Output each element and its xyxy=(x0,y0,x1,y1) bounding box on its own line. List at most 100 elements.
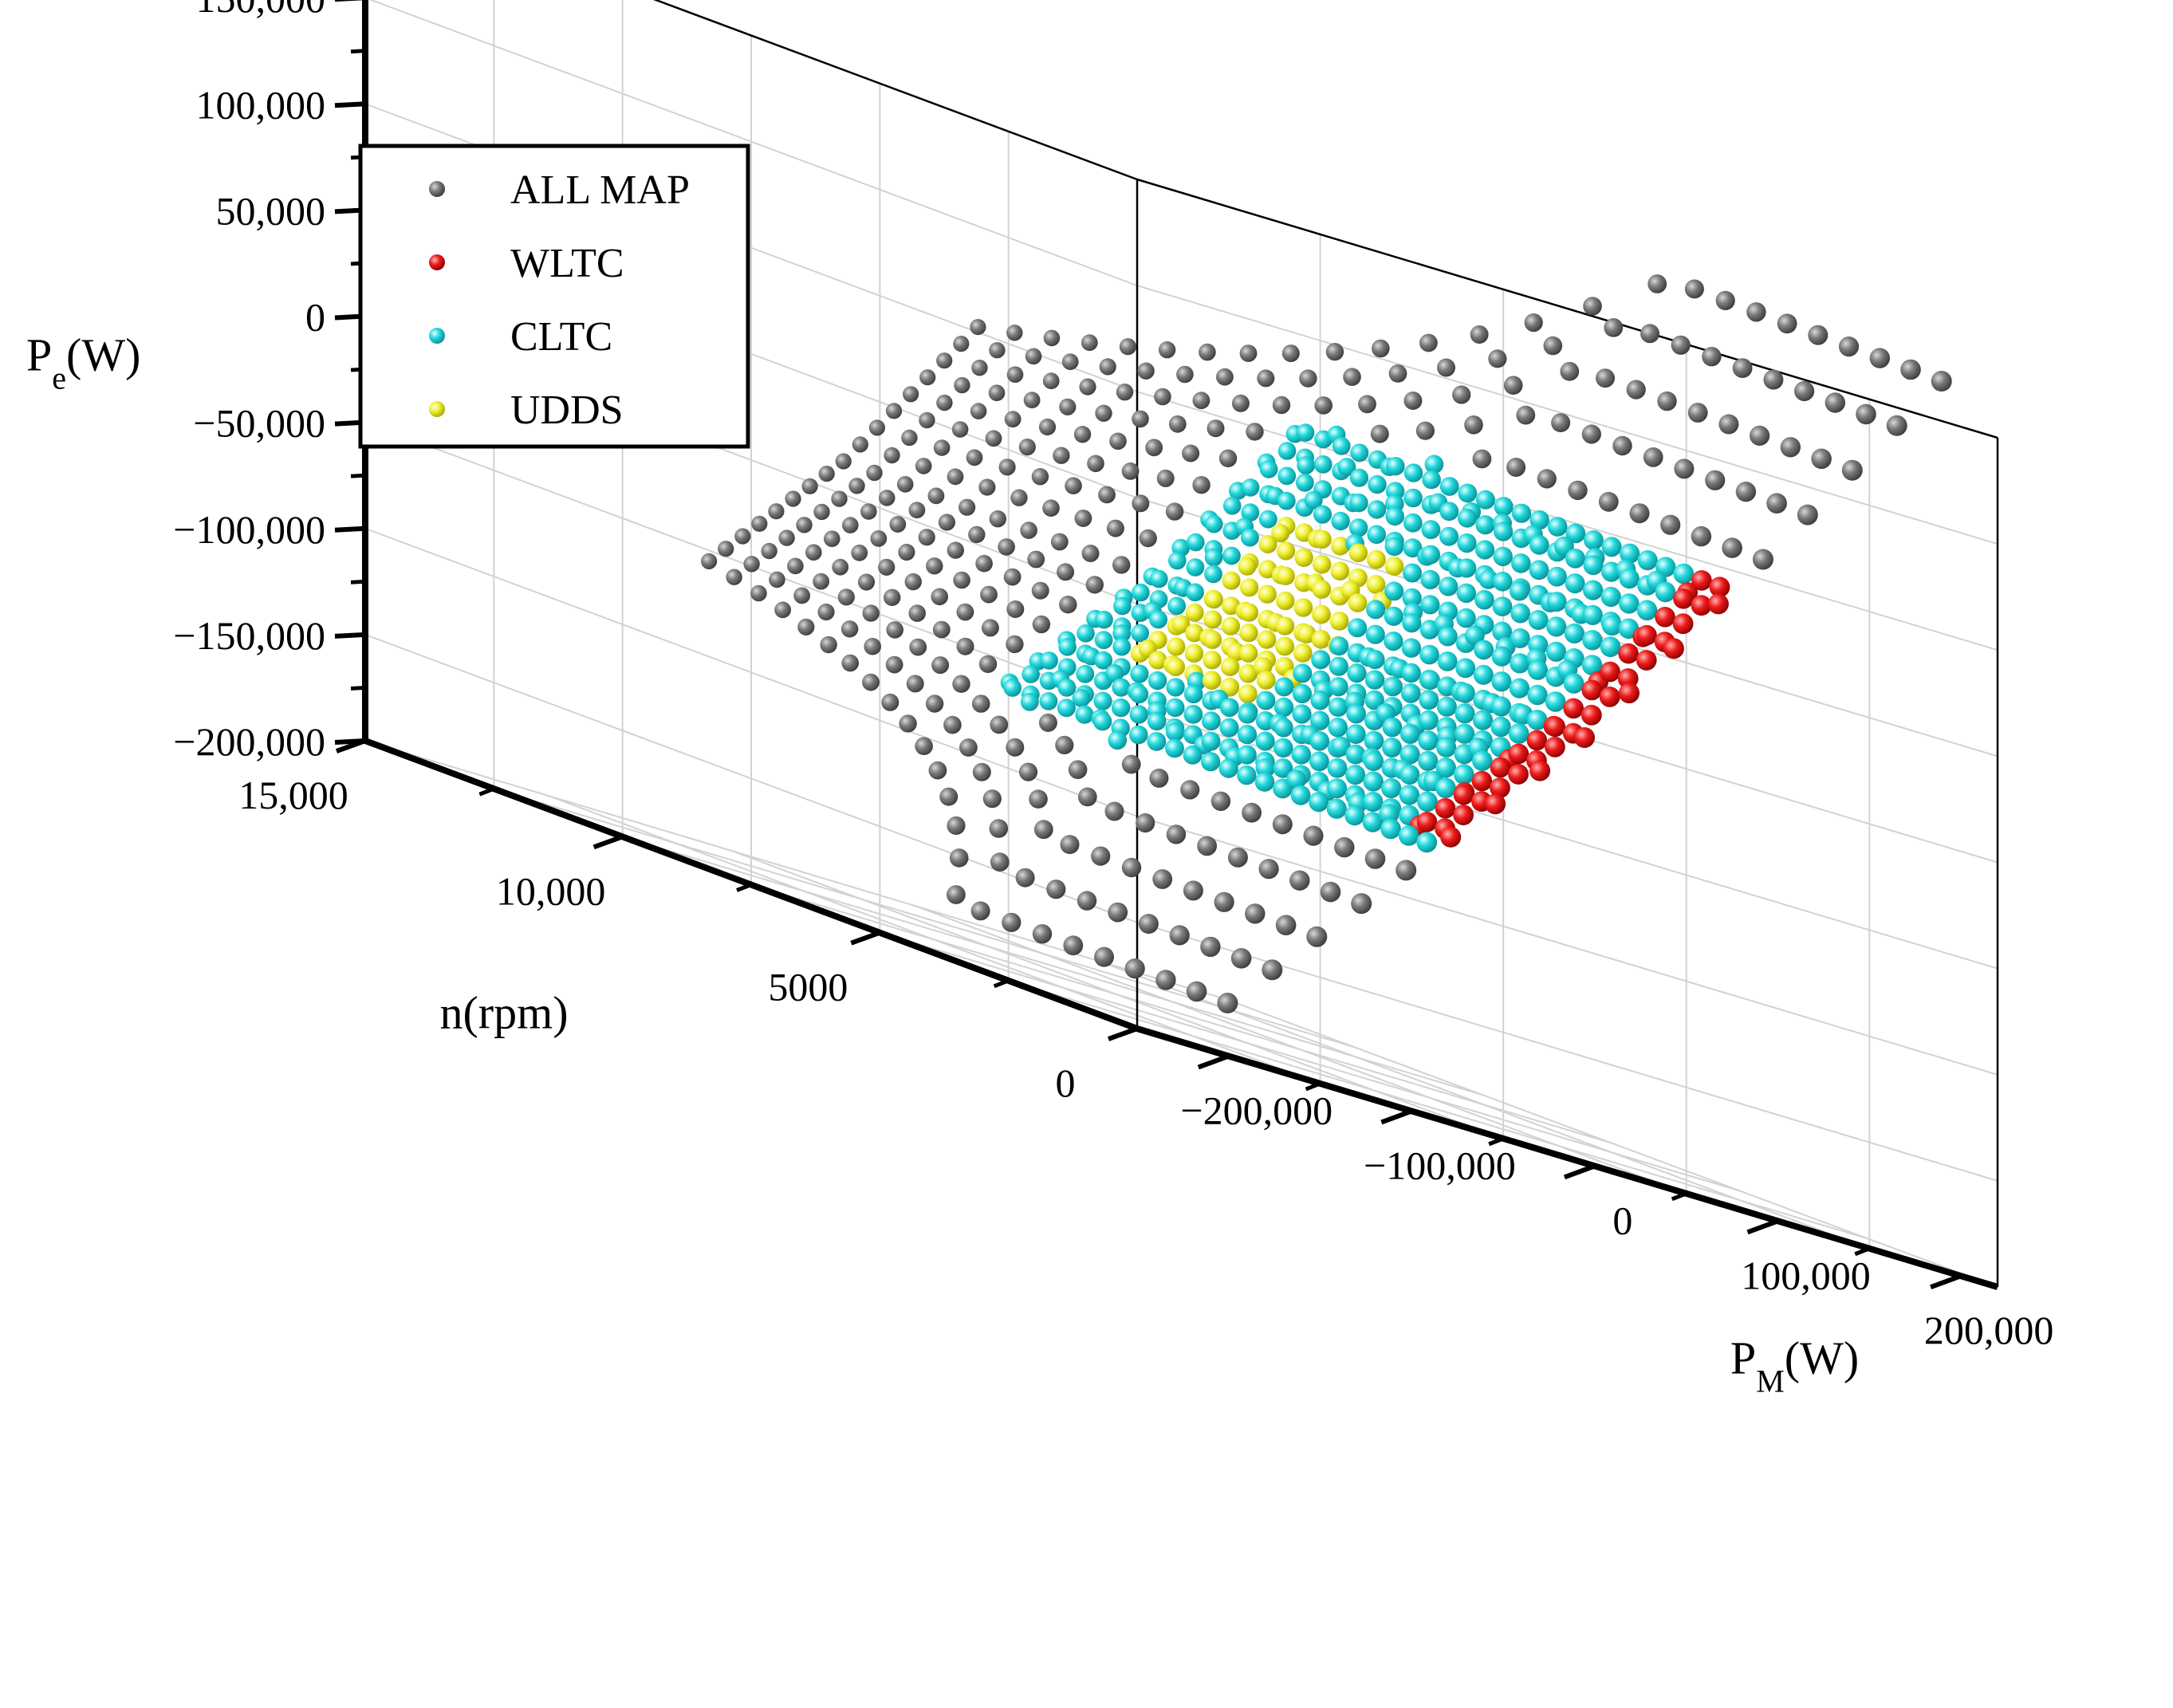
pm-minor-tick xyxy=(1854,1246,1871,1257)
point-all-map xyxy=(1372,339,1390,358)
pe-tick-label: 100,000 xyxy=(196,82,326,127)
point-udds xyxy=(1222,571,1241,590)
point-wltc xyxy=(1416,812,1438,832)
point-cltc xyxy=(1204,565,1222,584)
point-all-map xyxy=(989,342,1006,359)
point-cltc xyxy=(1546,616,1567,637)
point-cltc xyxy=(1529,560,1549,580)
point-all-map xyxy=(1246,423,1264,441)
point-cltc xyxy=(1222,546,1241,565)
point-all-map xyxy=(1506,458,1526,477)
point-udds xyxy=(1238,557,1257,576)
point-cltc xyxy=(1093,691,1112,710)
point-all-map xyxy=(1503,376,1523,396)
point-all-map xyxy=(1059,398,1077,415)
point-cltc xyxy=(1309,792,1329,813)
point-all-map xyxy=(1364,848,1386,869)
point-cltc xyxy=(1166,678,1185,697)
point-cltc xyxy=(1277,491,1296,510)
point-all-map xyxy=(1132,494,1150,513)
point-cltc xyxy=(1439,502,1459,521)
point-all-map xyxy=(919,369,936,386)
point-all-map xyxy=(903,386,919,403)
point-all-map xyxy=(1674,458,1695,479)
point-cltc xyxy=(1108,730,1128,750)
point-all-map xyxy=(1183,880,1203,901)
point-cltc xyxy=(1366,600,1386,620)
point-cltc xyxy=(1367,500,1387,519)
pm-tick xyxy=(1746,1218,1779,1235)
point-cltc xyxy=(1273,697,1294,718)
pe-tick-label: −50,000 xyxy=(193,401,325,446)
point-cltc xyxy=(1132,583,1150,602)
point-all-map xyxy=(1691,525,1712,547)
point-cltc xyxy=(1490,716,1511,738)
point-cltc xyxy=(1329,656,1348,676)
point-cltc xyxy=(1147,732,1167,751)
point-all-map xyxy=(1077,787,1097,807)
point-cltc xyxy=(1529,535,1549,555)
point-all-map xyxy=(1033,820,1053,840)
point-cltc xyxy=(1620,543,1640,564)
point-all-map xyxy=(954,376,970,394)
point-all-map xyxy=(1841,459,1863,481)
point-cltc xyxy=(1349,493,1368,513)
n-minor-tick xyxy=(993,978,1010,989)
point-all-map xyxy=(932,620,951,639)
point-all-map xyxy=(1794,380,1815,402)
point-cltc xyxy=(1105,664,1124,683)
point-all-map xyxy=(1856,403,1876,425)
point-cltc xyxy=(1474,640,1494,660)
point-wltc xyxy=(1581,704,1602,726)
n-tick xyxy=(335,738,367,754)
point-cltc xyxy=(1130,664,1149,683)
point-all-map xyxy=(1025,348,1042,365)
point-all-map xyxy=(1077,891,1097,911)
point-cltc xyxy=(1421,545,1440,565)
point-all-map xyxy=(956,603,974,621)
point-cltc xyxy=(1020,692,1039,711)
point-all-map xyxy=(904,573,922,591)
point-all-map xyxy=(1900,359,1921,380)
point-all-map xyxy=(1087,455,1104,473)
point-cltc xyxy=(1258,510,1277,529)
point-cltc xyxy=(1403,563,1422,583)
point-cltc xyxy=(1348,618,1368,638)
n-minor-tick xyxy=(736,883,752,892)
point-all-map xyxy=(1516,405,1536,425)
point-all-map xyxy=(1217,992,1238,1013)
point-cltc xyxy=(1510,628,1530,648)
point-cltc xyxy=(1528,610,1549,630)
point-cltc xyxy=(1565,573,1585,594)
point-cltc xyxy=(1384,581,1404,601)
point-all-map xyxy=(1055,735,1074,755)
point-cltc xyxy=(1510,603,1530,624)
point-all-map xyxy=(1018,762,1038,781)
point-all-map xyxy=(978,655,998,673)
point-cltc xyxy=(1438,626,1458,647)
point-cltc xyxy=(1057,699,1076,718)
point-all-map xyxy=(1042,499,1060,517)
point-cltc xyxy=(1583,580,1604,600)
point-cltc xyxy=(1384,537,1404,557)
point-all-map xyxy=(927,487,945,505)
point-cltc xyxy=(1458,483,1478,503)
point-all-map xyxy=(1766,493,1787,514)
grid-line xyxy=(364,740,1226,1000)
n-tick xyxy=(850,930,881,946)
point-all-map xyxy=(1303,825,1324,846)
point-udds xyxy=(1312,604,1331,624)
point-all-map xyxy=(1027,550,1045,569)
point-cltc xyxy=(1309,751,1329,772)
point-all-map xyxy=(966,449,983,466)
point-all-map xyxy=(915,458,932,474)
point-cltc xyxy=(1346,703,1366,724)
point-all-map xyxy=(1061,353,1079,371)
point-all-map xyxy=(1214,891,1234,912)
point-udds xyxy=(1203,630,1222,649)
point-all-map xyxy=(886,621,903,639)
point-cltc xyxy=(1259,460,1278,478)
point-cltc xyxy=(1399,785,1420,805)
point-cltc xyxy=(1362,812,1384,832)
point-cltc xyxy=(1075,705,1094,724)
